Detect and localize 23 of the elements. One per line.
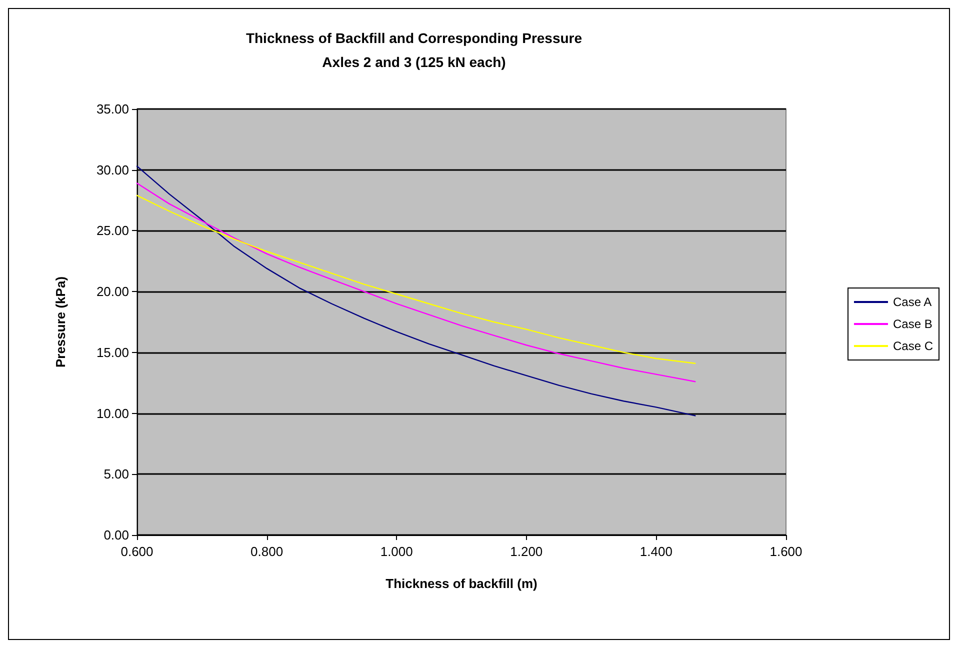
- legend-label: Case C: [892, 339, 934, 353]
- x-axis-title: Thickness of backfill (m): [386, 576, 538, 591]
- legend-label: Case B: [892, 317, 932, 331]
- x-tick-label: 1.200: [510, 544, 543, 559]
- y-tick-label: 5.00: [104, 466, 129, 482]
- x-tick-label: 1.400: [640, 544, 672, 559]
- y-tick-label: 0.00: [104, 528, 129, 542]
- y-tick-label: 30.00: [96, 162, 129, 178]
- y-tick-label: 35.00: [96, 102, 129, 116]
- x-tick-label: 1.600: [770, 544, 802, 559]
- y-tick-label: 15.00: [96, 344, 129, 360]
- chart-title: Thickness of Backfill and Corresponding Pressure Axles 2 and 3 (125 kN each): [246, 30, 582, 70]
- y-tick-label: 10.00: [96, 406, 129, 421]
- y-tick-label: 20.00: [96, 284, 129, 300]
- legend-label: Case A: [892, 295, 932, 309]
- x-tick-label: 1.000: [380, 544, 413, 559]
- x-tick-label: 0.800: [250, 544, 284, 559]
- line-series: [136, 182, 696, 382]
- x-tick-label: 0.600: [120, 544, 154, 559]
- line-series: [136, 166, 696, 416]
- y-axis-title: Pressure (kPa): [53, 276, 68, 368]
- line-series: [136, 194, 696, 364]
- y-tick-label: 25.00: [96, 223, 129, 238]
